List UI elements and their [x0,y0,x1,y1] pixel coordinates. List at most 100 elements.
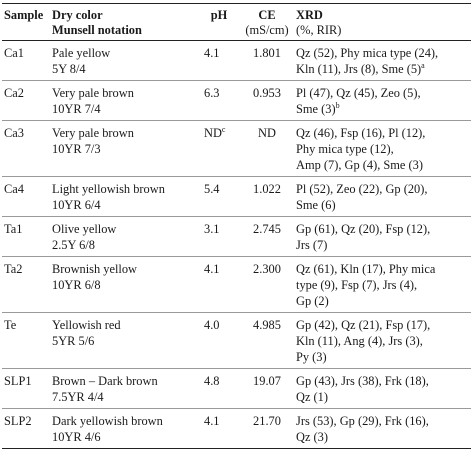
color-cell: Brown – Dark brown 7.5YR 4/4 [52,368,200,409]
ce-cell: 21.70 [238,408,296,449]
color-name: Very pale brown [52,86,134,100]
color-cell: Brownish yellow 10YR 6/8 [52,256,200,313]
ph-value: 4.1 [204,46,220,60]
xrd-line: Jrs (7) [296,237,471,253]
ce-cell: 4.985 [238,312,296,369]
xrd-line-text: Sme (3) [296,102,336,116]
xrd-line: Qz (46), Fsp (16), Pl (12), [296,125,471,141]
munsell-notation: 10YR 6/4 [52,198,101,212]
header-sample: Sample [2,3,52,41]
munsell-notation: 7.5YR 4/4 [52,390,104,404]
munsell-notation: 10YR 7/3 [52,142,101,156]
xrd-line-text: Qz (61), Kln (17), Phy mica [296,262,436,276]
xrd-cell: Pl (52), Zeo (22), Gp (20), Sme (6) [296,176,471,217]
sample-cell: Ca2 [2,80,52,121]
ph-cell: 4.0 [200,312,238,369]
ce-cell: 2.300 [238,256,296,313]
ph-value: 4.0 [204,318,220,332]
xrd-line: Phy mica type (12), [296,141,471,157]
sample-cell: Ta2 [2,256,52,313]
xrd-line-text: Gp (61), Qz (20), Fsp (12), [296,222,431,236]
color-cell: Light yellowish brown 10YR 6/4 [52,176,200,217]
header-xrd-unit: (%, RIR) [296,23,342,37]
table-row: Ta2 Brownish yellow 10YR 6/8 4.1 2.300 Qz (61… [2,256,471,313]
ph-cell: 4.1 [200,408,238,449]
color-name: Dark yellowish brown [52,414,163,428]
ph-cell: 4.1 [200,256,238,313]
xrd-line: Sme (3)b [296,101,471,117]
xrd-line: Jrs (53), Gp (29), Frk (16), [296,413,471,429]
xrd-line: Py (3) [296,349,471,365]
munsell-notation: 10YR 4/6 [52,430,101,444]
ce-cell: 2.745 [238,216,296,257]
xrd-line: Gp (2) [296,293,471,309]
sample-cell: Ca4 [2,176,52,217]
ph-cell: NDc [200,120,238,177]
xrd-cell: Pl (47), Qz (45), Zeo (5), Sme (3)b [296,80,471,121]
ph-cell: 4.8 [200,368,238,409]
munsell-notation: 2.5Y 6/8 [52,238,95,252]
xrd-footnote: b [335,100,340,110]
sample-cell: Ca3 [2,120,52,177]
xrd-line: Sme (6) [296,197,471,213]
xrd-line-text: Qz (46), Fsp (16), Pl (12), [296,126,426,140]
xrd-line: type (9), Fsp (7), Jrs (4), [296,277,471,293]
xrd-line-text: Qz (3) [296,430,328,444]
xrd-line-text: Jrs (53), Gp (29), Frk (16), [296,414,429,428]
xrd-footnote: a [421,60,425,70]
color-name: Pale yellow [52,46,111,60]
ph-value: ND [204,126,222,140]
header-ce-title: CE [258,8,276,22]
color-cell: Olive yellow 2.5Y 6/8 [52,216,200,257]
xrd-line-text: Py (3) [296,350,327,364]
color-name: Brownish yellow [52,262,138,276]
xrd-cell: Gp (61), Qz (20), Fsp (12), Jrs (7) [296,216,471,257]
header-ce-unit: (mS/cm) [245,23,289,37]
ph-value: 6.3 [204,86,220,100]
ph-footnote: c [221,124,226,134]
munsell-notation: 5Y 8/4 [52,62,86,76]
table-row: Ca1 Pale yellow 5Y 8/4 4.1 1.801 Qz (52), Phy… [2,40,471,81]
munsell-notation: 10YR 7/4 [52,102,101,116]
header-ph: pH [200,3,238,41]
xrd-line-text: Pl (47), Qz (45), Zeo (5), [296,86,421,100]
ce-cell: ND [238,120,296,177]
ph-cell: 4.1 [200,40,238,81]
table-row: Ta1 Olive yellow 2.5Y 6/8 3.1 2.745 Gp (61), … [2,216,471,257]
color-name: Light yellowish brown [52,182,165,196]
table-row: Ca3 Very pale brown 10YR 7/3 NDc ND Qz (46), … [2,120,471,177]
xrd-line: Kln (11), Ang (4), Jrs (3), [296,333,471,349]
xrd-line: Gp (61), Qz (20), Fsp (12), [296,221,471,237]
color-cell: Very pale brown 10YR 7/4 [52,80,200,121]
ph-value: 3.1 [204,222,220,236]
xrd-cell: Qz (46), Fsp (16), Pl (12), Phy mica type… [296,120,471,177]
sample-cell: Ca1 [2,40,52,81]
color-name: Olive yellow [52,222,117,236]
xrd-line-text: Qz (52), Phy mica type (24), [296,46,439,60]
ce-cell: 0.953 [238,80,296,121]
xrd-line-text: Kln (11), Jrs (8), Sme (5) [296,62,422,76]
color-cell: Pale yellow 5Y 8/4 [52,40,200,81]
ph-value: 5.4 [204,182,220,196]
soil-properties-table: Sample Dry color Munsell notation pH CE … [2,3,471,449]
xrd-line-text: Gp (42), Qz (21), Fsp (17), [296,318,431,332]
color-cell: Yellowish red 5YR 5/6 [52,312,200,369]
munsell-notation: 10YR 6/8 [52,278,101,292]
xrd-line: Pl (47), Qz (45), Zeo (5), [296,85,471,101]
sample-cell: SLP1 [2,368,52,409]
ce-cell: 1.801 [238,40,296,81]
xrd-line-text: Amp (7), Gp (4), Sme (3) [296,158,423,172]
xrd-line: Amp (7), Gp (4), Sme (3) [296,157,471,173]
xrd-cell: Qz (61), Kln (17), Phy mica type (9), Fsp… [296,256,471,313]
header-xrd: XRD (%, RIR) [296,3,471,41]
color-cell: Very pale brown 10YR 7/3 [52,120,200,177]
xrd-line: Qz (52), Phy mica type (24), [296,45,471,61]
header-xrd-title: XRD [296,8,323,22]
xrd-cell: Gp (42), Qz (21), Fsp (17), Kln (11), Ang… [296,312,471,369]
table-row: Te Yellowish red 5YR 5/6 4.0 4.985 Gp (42), Q… [2,312,471,369]
table-row: Ca4 Light yellowish brown 10YR 6/4 5.4 1.022… [2,176,471,217]
xrd-line: Qz (1) [296,389,471,405]
xrd-cell: Gp (43), Jrs (38), Frk (18), Qz (1) [296,368,471,409]
xrd-line: Pl (52), Zeo (22), Gp (20), [296,181,471,197]
